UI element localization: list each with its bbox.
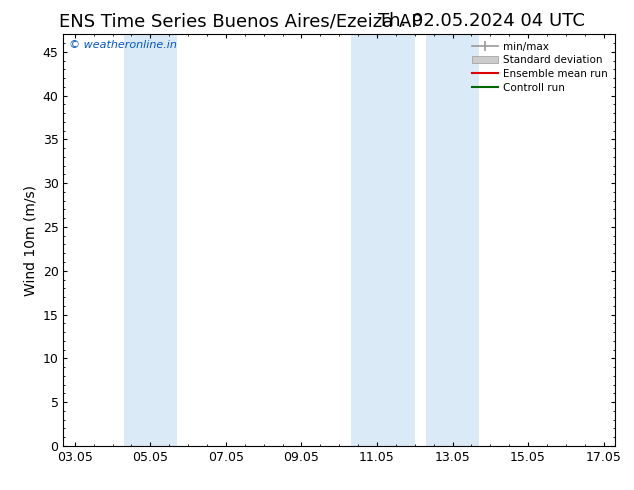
Bar (426, 34, 479, 446)
Bar (351, 34, 415, 446)
Text: Th. 02.05.2024 04 UTC: Th. 02.05.2024 04 UTC (378, 12, 585, 30)
Text: ENS Time Series Buenos Aires/Ezeiza AP: ENS Time Series Buenos Aires/Ezeiza AP (60, 12, 422, 30)
Legend: min/max, Standard deviation, Ensemble mean run, Controll run: min/max, Standard deviation, Ensemble me… (470, 40, 610, 95)
Bar (124, 34, 177, 446)
Y-axis label: Wind 10m (m/s): Wind 10m (m/s) (23, 185, 37, 295)
Text: © weatheronline.in: © weatheronline.in (69, 41, 177, 50)
